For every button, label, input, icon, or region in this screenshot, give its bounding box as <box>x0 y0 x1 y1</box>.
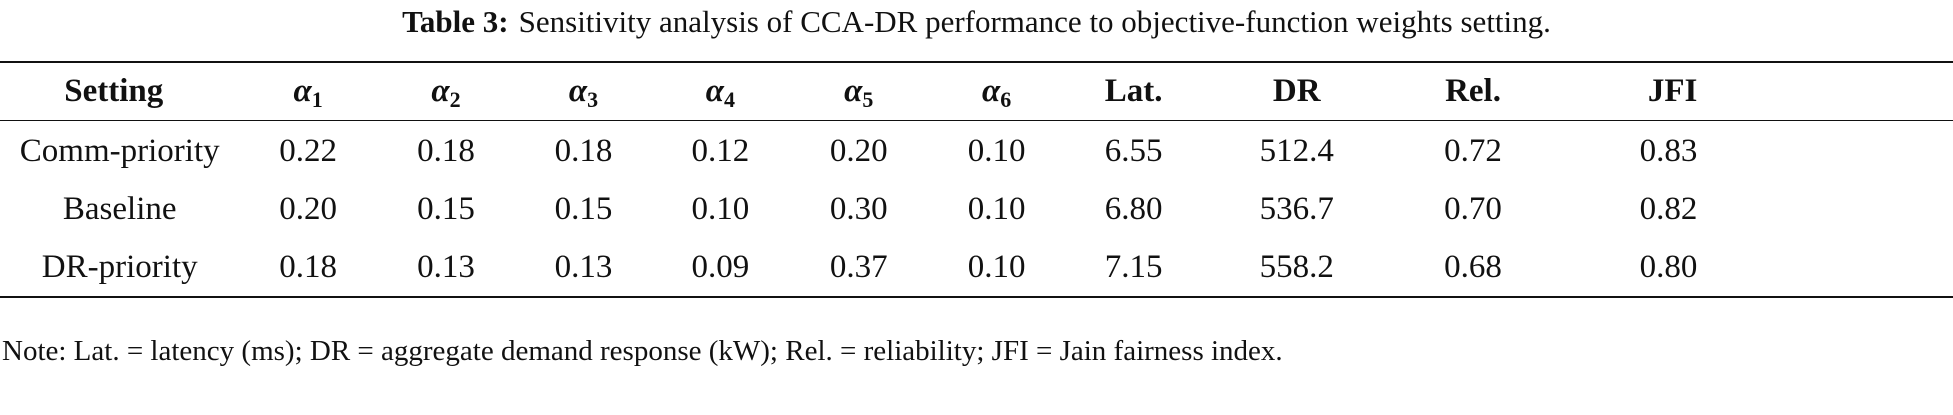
cell-alpha-4: 0.10 <box>691 190 750 227</box>
cell-rel: 0.72 <box>1444 132 1502 169</box>
alpha-symbol: α <box>431 73 450 109</box>
table-row: Baseline 0.20 0.15 0.15 0.10 0.30 0.10 6… <box>0 180 1953 238</box>
table-row: DR-priority 0.18 0.13 0.13 0.09 0.37 0.1… <box>0 238 1953 296</box>
alpha-subscript: 3 <box>587 87 599 112</box>
cell-alpha-1: 0.18 <box>279 248 338 285</box>
header-alpha-2: α2 <box>377 63 515 120</box>
cell-setting: Baseline <box>62 190 177 227</box>
cell-alpha-2: 0.15 <box>417 190 475 227</box>
cell-alpha-4: 0.12 <box>691 132 750 169</box>
cell-alpha-3: 0.13 <box>554 248 613 285</box>
alpha-subscript: 6 <box>1000 87 1012 112</box>
header-lat: Lat. <box>1104 73 1163 109</box>
cell-rel: 0.70 <box>1444 190 1502 227</box>
cell-jfi: 0.83 <box>1639 132 1698 169</box>
top-rule <box>0 61 1953 63</box>
alpha-subscript: 1 <box>311 87 323 112</box>
alpha-symbol: α <box>844 73 863 109</box>
alpha-subscript: 5 <box>862 87 874 112</box>
bottom-rule <box>0 296 1953 298</box>
cell-alpha-6: 0.10 <box>967 132 1026 169</box>
cell-alpha-2: 0.18 <box>417 132 475 169</box>
cell-alpha-5: 0.37 <box>829 248 888 285</box>
alpha-symbol: α <box>293 73 312 109</box>
cell-alpha-3: 0.15 <box>554 190 613 227</box>
table-row: Comm-priority 0.22 0.18 0.18 0.12 0.20 0… <box>0 120 1953 180</box>
cell-jfi: 0.82 <box>1639 190 1698 227</box>
header-alpha-3: α3 <box>515 63 651 120</box>
alpha-symbol: α <box>568 73 588 109</box>
cell-lat: 6.80 <box>1104 190 1163 227</box>
header-rule <box>0 120 1953 121</box>
cell-dr: 558.2 <box>1259 248 1334 285</box>
cell-alpha-5: 0.30 <box>829 190 888 227</box>
alpha-subscript: 2 <box>449 87 461 112</box>
cell-jfi: 0.80 <box>1639 248 1698 285</box>
caption-text: Sensitivity analysis of CCA-DR performan… <box>518 4 1551 39</box>
header-row: Setting α1 α2 α3 α4 α5 α6 Lat. DR Rel. J… <box>0 63 1953 120</box>
cell-alpha-3: 0.18 <box>554 132 613 169</box>
alpha-symbol: α <box>705 73 724 109</box>
header-alpha-1: α1 <box>239 63 376 120</box>
header-alpha-5: α5 <box>789 63 928 120</box>
cell-alpha-2: 0.13 <box>417 248 475 285</box>
cell-lat: 7.15 <box>1104 248 1163 285</box>
header-alpha-4: α4 <box>652 63 789 120</box>
alpha-symbol: α <box>982 73 1001 109</box>
header-setting: Setting <box>64 73 164 109</box>
sensitivity-table: Setting α1 α2 α3 α4 α5 α6 Lat. DR Rel. J… <box>0 63 1953 296</box>
header-rel: Rel. <box>1445 73 1501 109</box>
cell-setting: Comm-priority <box>19 132 220 169</box>
cell-dr: 512.4 <box>1259 132 1334 169</box>
alpha-subscript: 4 <box>723 87 735 112</box>
cell-dr: 536.7 <box>1259 190 1334 227</box>
cell-alpha-1: 0.20 <box>279 190 338 227</box>
cell-alpha-4: 0.09 <box>691 248 750 285</box>
table-note: Note: Lat. = latency (ms); DR = aggregat… <box>2 335 1283 367</box>
cell-alpha-5: 0.20 <box>829 132 888 169</box>
header-alpha-6: α6 <box>928 63 1064 120</box>
header-dr: DR <box>1272 73 1321 109</box>
cell-lat: 6.55 <box>1104 132 1163 169</box>
cell-rel: 0.68 <box>1444 248 1502 285</box>
header-jfi: JFI <box>1647 73 1698 109</box>
cell-setting: DR-priority <box>41 248 198 285</box>
table-caption: Table 3: Sensitivity analysis of CCA-DR p… <box>0 2 1953 42</box>
caption-label: Table 3: <box>402 4 509 39</box>
cell-alpha-1: 0.22 <box>279 132 338 169</box>
cell-alpha-6: 0.10 <box>967 190 1026 227</box>
cell-alpha-6: 0.10 <box>967 248 1026 285</box>
